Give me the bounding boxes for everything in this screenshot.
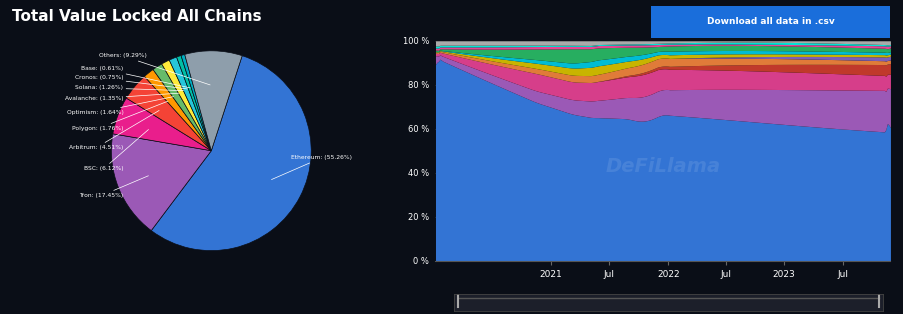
Wedge shape — [176, 56, 211, 151]
Wedge shape — [111, 134, 211, 230]
Text: BSC: (6.12%): BSC: (6.12%) — [84, 129, 148, 171]
Wedge shape — [169, 57, 211, 151]
Text: Solana: (1.26%): Solana: (1.26%) — [75, 85, 183, 91]
Wedge shape — [181, 54, 211, 151]
Text: Others: (9.29%): Others: (9.29%) — [98, 53, 209, 85]
Text: DeFiLlama: DeFiLlama — [605, 157, 720, 176]
Text: Ethereum: (55.26%): Ethereum: (55.26%) — [271, 155, 352, 180]
Text: Tron: (17.45%): Tron: (17.45%) — [79, 176, 148, 198]
Text: Base: (0.61%): Base: (0.61%) — [81, 66, 190, 88]
Wedge shape — [126, 76, 211, 151]
Wedge shape — [151, 56, 311, 251]
Text: Optimism: (1.64%): Optimism: (1.64%) — [67, 97, 173, 115]
Wedge shape — [162, 60, 211, 151]
Text: Cronos: (0.75%): Cronos: (0.75%) — [75, 75, 187, 89]
Text: Total Value Locked All Chains: Total Value Locked All Chains — [12, 9, 261, 24]
Text: Polygon: (1.76%): Polygon: (1.76%) — [72, 101, 168, 131]
Wedge shape — [153, 64, 211, 151]
Text: Avalanche: (1.35%): Avalanche: (1.35%) — [65, 93, 179, 101]
Wedge shape — [113, 98, 211, 151]
Text: Chains  ▾: Chains ▾ — [775, 62, 815, 71]
Wedge shape — [144, 69, 211, 151]
Text: Arbitrum: (4.51%): Arbitrum: (4.51%) — [69, 111, 159, 150]
Wedge shape — [184, 51, 242, 151]
Text: 233: 233 — [726, 60, 750, 73]
Text: Download all data in .csv: Download all data in .csv — [706, 18, 833, 26]
